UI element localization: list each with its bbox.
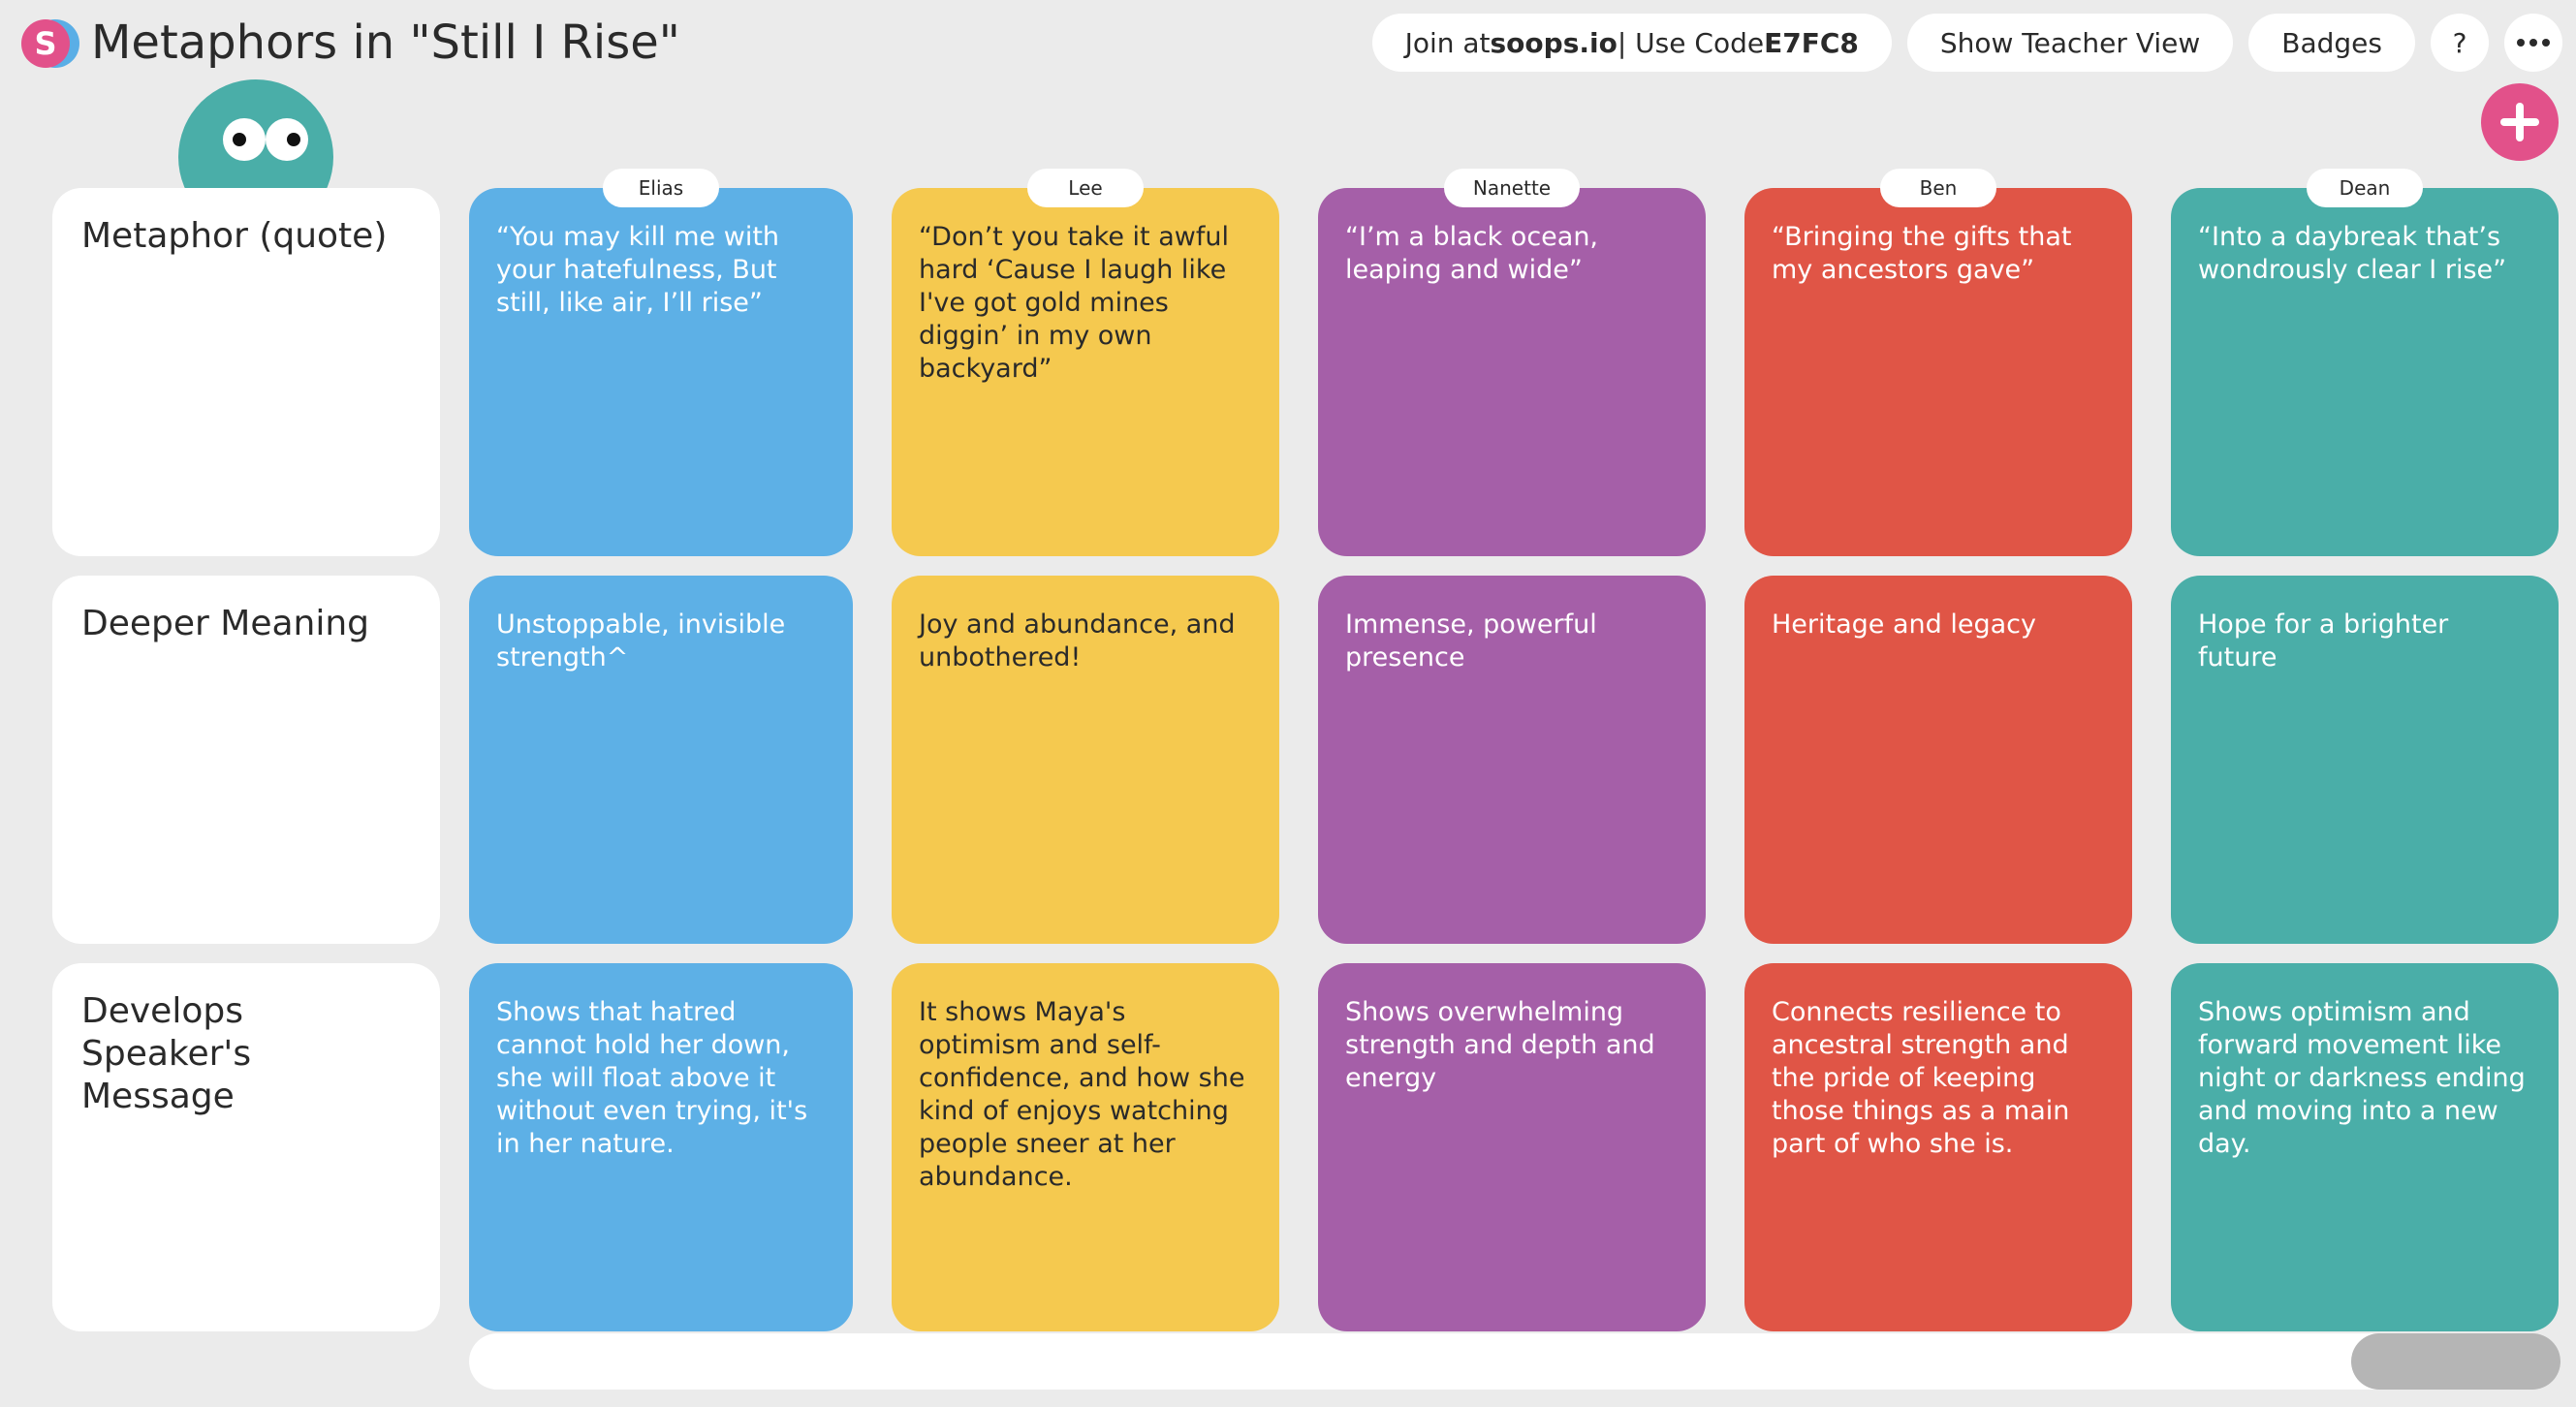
- mascot-right-eye: [266, 118, 308, 161]
- more-options-button[interactable]: [2504, 14, 2562, 72]
- row-label-1: Metaphor (quote): [52, 188, 440, 556]
- more-dots-icon: [2517, 39, 2550, 47]
- show-teacher-view-button[interactable]: Show Teacher View: [1906, 14, 2234, 72]
- row-label-3: Develops Speaker's Message: [52, 963, 440, 1331]
- response-card[interactable]: Joy and abundance, and unbothered!: [892, 576, 1279, 944]
- help-button[interactable]: ?: [2431, 14, 2489, 72]
- row-label-2: Deeper Meaning: [52, 576, 440, 944]
- response-card[interactable]: “Don’t you take it awful hard ‘Cause I l…: [892, 188, 1279, 556]
- response-card[interactable]: Connects resilience to ancestral strengt…: [1744, 963, 2132, 1331]
- join-prefix: Join at: [1404, 26, 1491, 59]
- response-card[interactable]: “Bringing the gifts that my ancestors ga…: [1744, 188, 2132, 556]
- response-card[interactable]: Hope for a brighter future: [2171, 576, 2559, 944]
- badges-button[interactable]: Badges: [2248, 14, 2415, 72]
- join-site: soops.io: [1490, 26, 1618, 59]
- logo-letter: S: [21, 19, 70, 68]
- soops-logo[interactable]: S: [21, 19, 79, 68]
- join-info-button[interactable]: Join at soops.io | Use Code E7FC8: [1371, 14, 1892, 72]
- column-student-name: Nanette: [1444, 169, 1580, 207]
- board-title: Metaphors in "Still I Rise": [91, 16, 680, 70]
- response-card[interactable]: Shows optimism and forward movement like…: [2171, 963, 2559, 1331]
- response-card[interactable]: Shows overwhelming strength and depth an…: [1318, 963, 1706, 1331]
- response-card[interactable]: “Into a daybreak that’s wondrously clear…: [2171, 188, 2559, 556]
- add-column-button[interactable]: [2481, 83, 2559, 161]
- column-student-name: Lee: [1027, 169, 1144, 207]
- join-code: E7FC8: [1764, 26, 1859, 59]
- response-card[interactable]: “You may kill me with your hatefulness, …: [469, 188, 853, 556]
- horizontal-scrollbar[interactable]: [469, 1333, 2560, 1390]
- header-controls: Join at soops.io | Use Code E7FC8 Show T…: [1371, 14, 2562, 72]
- response-card[interactable]: It shows Maya's optimism and self-confid…: [892, 963, 1279, 1331]
- response-card[interactable]: Unstoppable, invisible strength^: [469, 576, 853, 944]
- column-student-name: Elias: [603, 169, 719, 207]
- response-card[interactable]: Immense, powerful presence: [1318, 576, 1706, 944]
- column-student-name: Dean: [2307, 169, 2423, 207]
- response-card[interactable]: “I’m a black ocean, leaping and wide”: [1318, 188, 1706, 556]
- join-separator: | Use Code: [1617, 26, 1765, 59]
- column-student-name: Ben: [1880, 169, 1996, 207]
- response-card[interactable]: Heritage and legacy: [1744, 576, 2132, 944]
- mascot-left-eye: [223, 118, 266, 161]
- scrollbar-thumb[interactable]: [2351, 1333, 2560, 1390]
- response-card[interactable]: Shows that hatred cannot hold her down, …: [469, 963, 853, 1331]
